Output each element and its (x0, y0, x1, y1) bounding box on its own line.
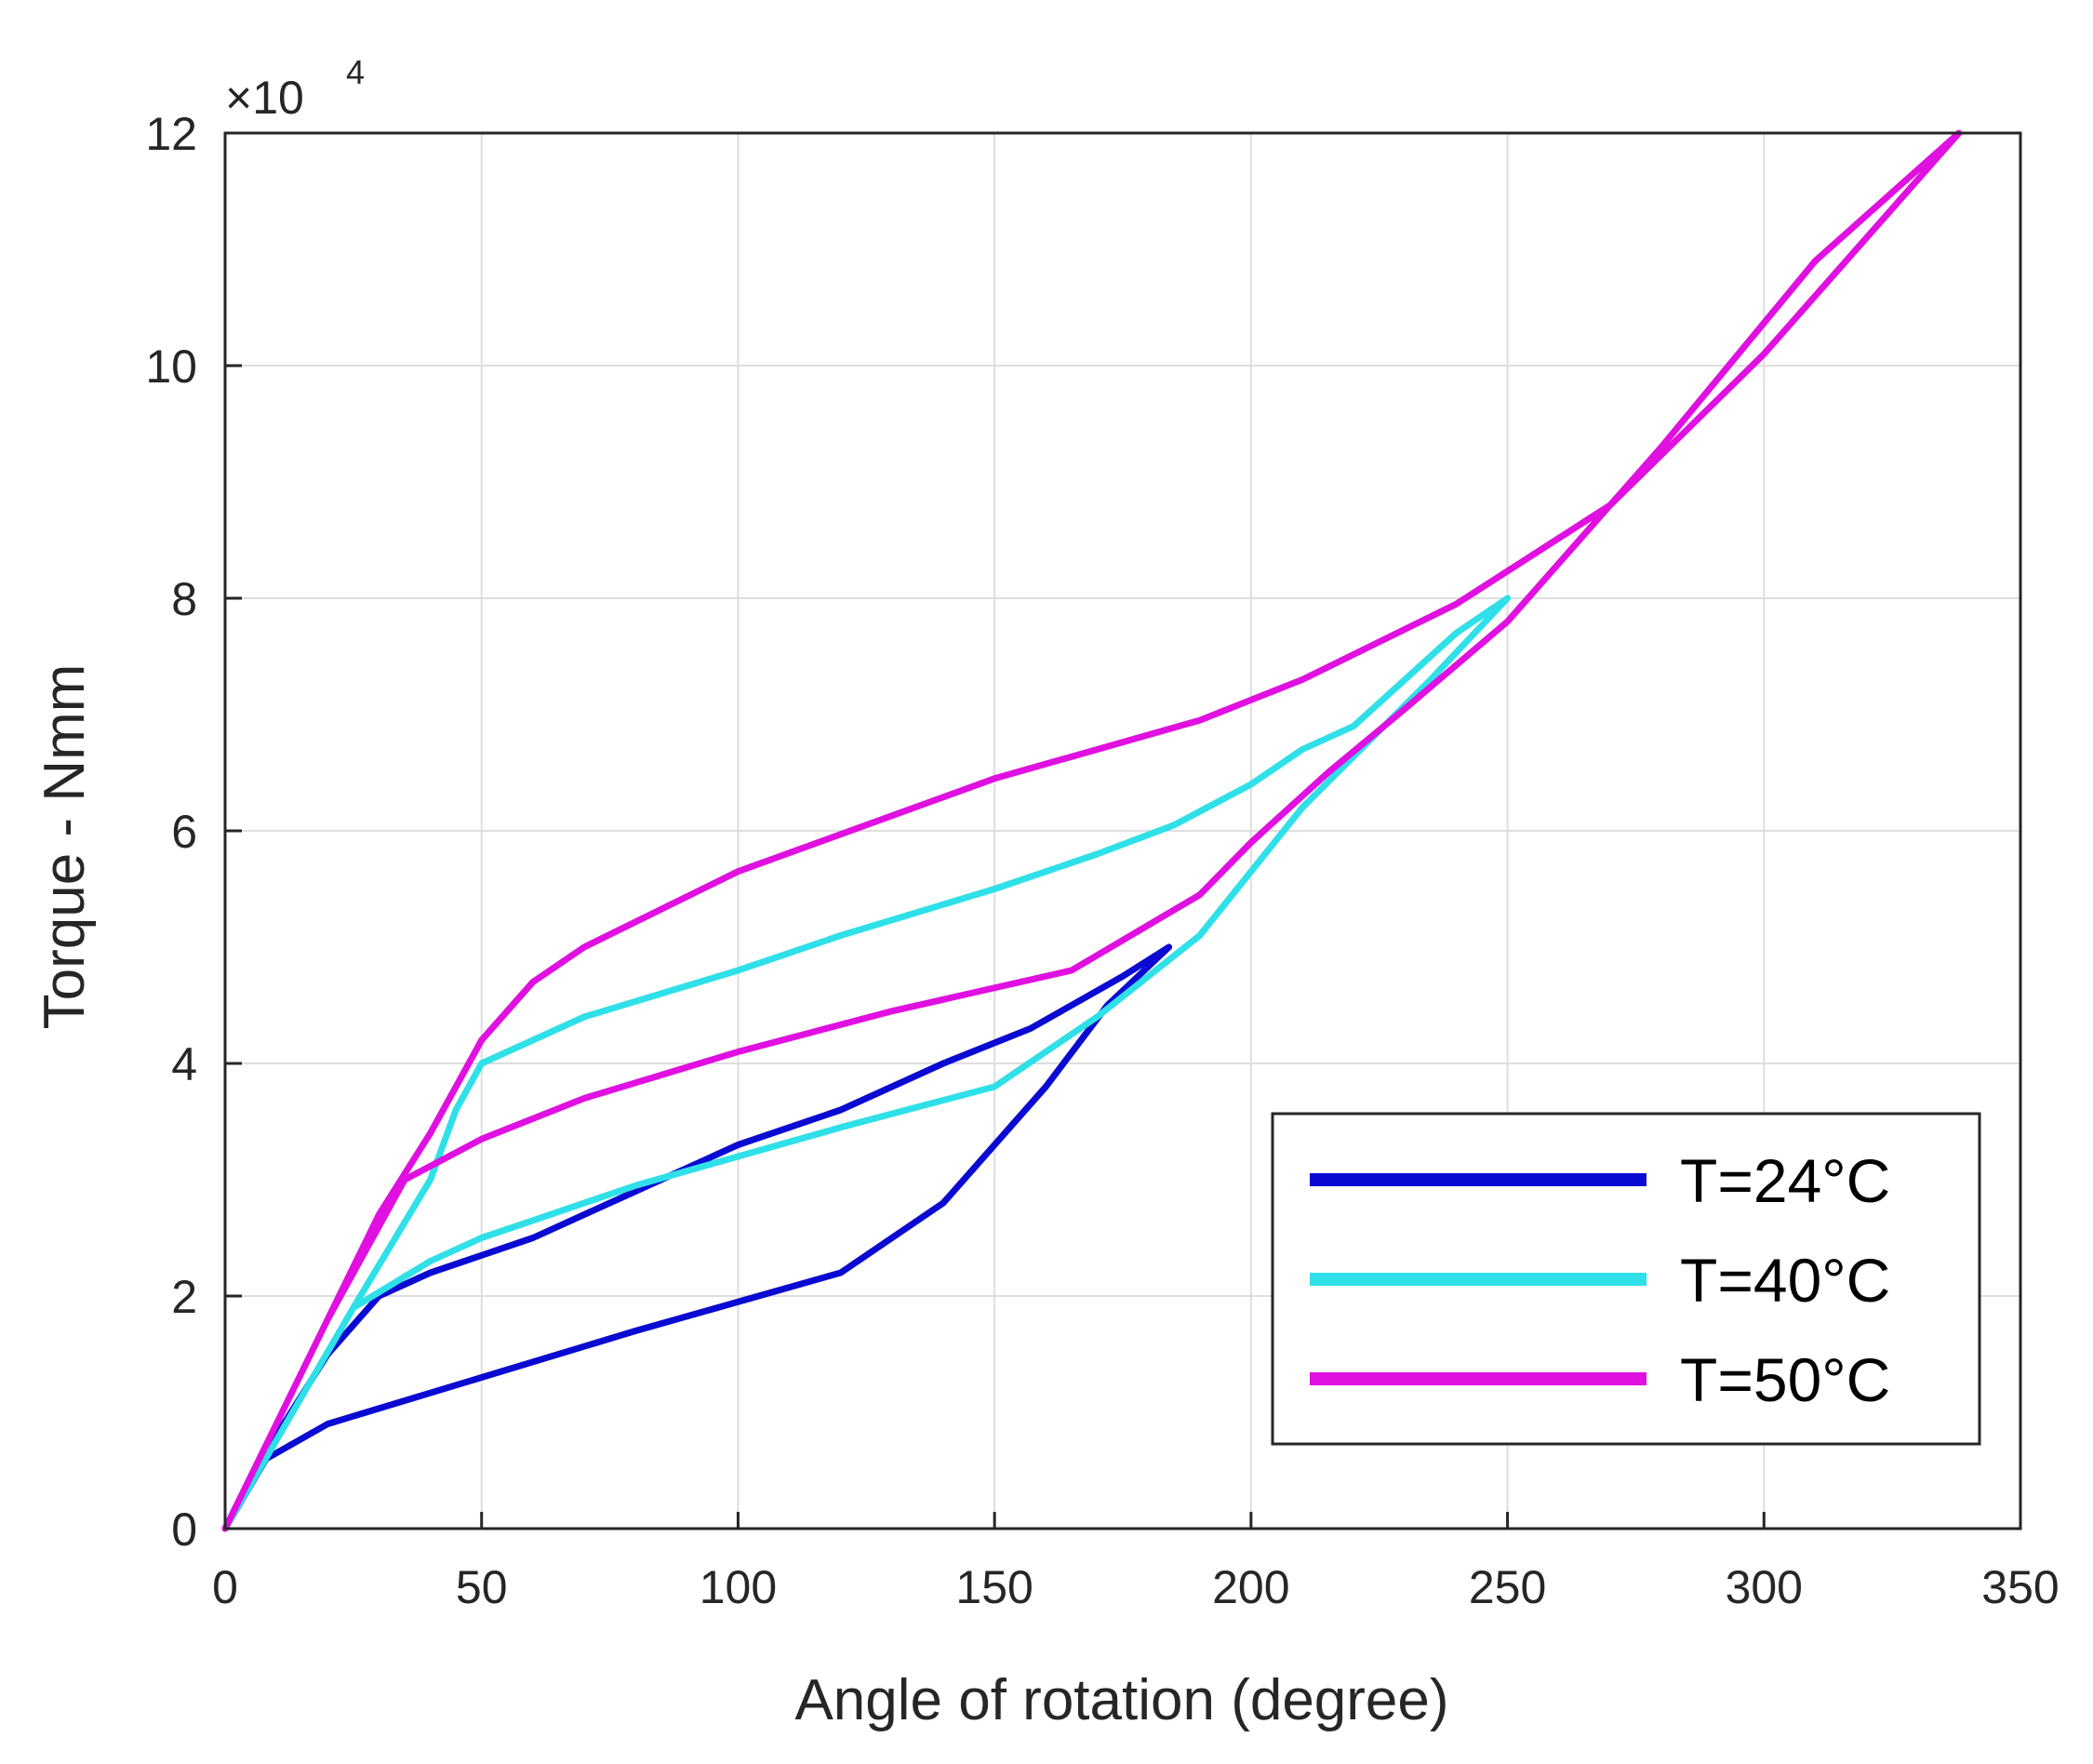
series-line-2 (221, 595, 1512, 1532)
y-multiplier-exponent: 4 (346, 53, 365, 91)
y-tick-label: 12 (145, 108, 197, 160)
plot-area (221, 129, 1963, 1532)
x-tick-label: 300 (1726, 1561, 1803, 1613)
x-tick-label: 100 (700, 1561, 777, 1613)
x-tick-label: 150 (955, 1561, 1033, 1613)
legend: T=24°C T=40°C T=50°C (1271, 1112, 1981, 1446)
legend-label-1: T=24°C (1680, 1146, 1890, 1215)
ticks: 0 50 100 150 200 250 300 350 0 2 4 6 8 10 12 (145, 108, 2059, 1613)
y-tick-label: 4 (171, 1038, 197, 1090)
y-multiplier-label: ×10 (225, 72, 304, 124)
legend-label-2: T=40°C (1680, 1246, 1890, 1315)
y-axis-label: Torque - Nmm (33, 664, 97, 1030)
y-tick-label: 6 (171, 806, 197, 858)
grid (224, 132, 2021, 1530)
x-tick-label: 200 (1212, 1561, 1289, 1613)
x-tick-label: 50 (456, 1561, 508, 1613)
y-tick-label: 0 (171, 1503, 197, 1556)
x-tick-label: 250 (1469, 1561, 1546, 1613)
series-line-3 (221, 129, 1963, 1532)
x-axis-label: Angle of rotation (degree) (794, 1668, 1448, 1732)
y-tick-label: 2 (171, 1271, 197, 1323)
series-line-1 (221, 943, 1173, 1532)
y-tick-label: 10 (145, 341, 197, 393)
legend-label-3: T=50°C (1680, 1345, 1890, 1414)
x-tick-label: 350 (1981, 1561, 2059, 1613)
y-tick-label: 8 (171, 573, 197, 625)
x-tick-label: 0 (212, 1561, 238, 1613)
